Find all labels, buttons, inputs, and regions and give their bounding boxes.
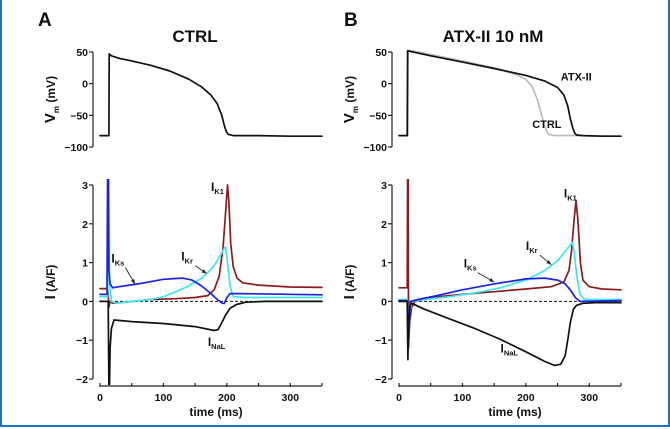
y-tick-label: 3 bbox=[82, 180, 88, 192]
x-tick-label: 100 bbox=[155, 392, 173, 404]
y-tick-label: −100 bbox=[64, 142, 88, 154]
annotation-ik1: IK1 bbox=[564, 186, 577, 202]
x-tick-label: 200 bbox=[517, 392, 535, 404]
y-tick-label: −1 bbox=[375, 335, 387, 347]
y-tick-label: 0 bbox=[381, 79, 387, 91]
voltage-plot-ctrl: 50 0 −50 −100 Vm (mV) bbox=[42, 47, 323, 154]
annotation-ik1: IK1 bbox=[211, 180, 224, 196]
trace-inal bbox=[99, 300, 323, 385]
y-axis-label: Vm (mV) bbox=[42, 76, 61, 123]
y-tick-label: 0 bbox=[82, 296, 88, 308]
trace-ik1 bbox=[398, 179, 622, 342]
x-tick-label: 0 bbox=[396, 392, 402, 404]
trace-inal bbox=[398, 300, 622, 367]
x-tick-label: 200 bbox=[218, 392, 236, 404]
y-tick-label: 50 bbox=[375, 47, 387, 59]
y-axis-label: I (A/F) bbox=[341, 265, 358, 300]
voltage-plot-atx: 50 0 −50 −100 Vm (mV) ATX-II CTRL bbox=[341, 47, 622, 154]
y-tick-label: 0 bbox=[381, 296, 387, 308]
trace-ctrl bbox=[398, 49, 622, 137]
y-tick-label: −50 bbox=[70, 110, 88, 122]
trace-ctrl bbox=[99, 53, 323, 138]
x-tick-label: 0 bbox=[97, 392, 103, 404]
y-axis-label: Vm (mV) bbox=[341, 76, 360, 123]
panel-b-letter: B bbox=[344, 10, 358, 31]
y-tick-label: −50 bbox=[369, 110, 387, 122]
y-tick-label: −100 bbox=[363, 142, 387, 154]
annotation-ikr: IKr bbox=[526, 239, 538, 255]
annotation-ikr: IKr bbox=[181, 250, 193, 266]
y-tick-label: 2 bbox=[82, 219, 88, 231]
panel-a-letter: A bbox=[38, 10, 52, 31]
current-plot-atx: 3 2 1 0 −1 −2 I (A/F) 0 100 200 300 time (ms) IKs IKr… bbox=[341, 179, 622, 419]
x-axis-label: time (ms) bbox=[488, 405, 541, 419]
annotation-inal: INaL bbox=[208, 335, 226, 351]
y-tick-label: −1 bbox=[76, 335, 88, 347]
panel-b-title: ATX-II 10 nM bbox=[443, 27, 544, 46]
y-tick-label: 1 bbox=[82, 258, 88, 270]
x-tick-label: 300 bbox=[282, 392, 300, 404]
x-tick-label: 100 bbox=[454, 392, 472, 404]
panel-a: A CTRL 50 0 −50 −100 Vm (mV) 3 2 1 0 −1 −2 I (A/F)… bbox=[38, 10, 323, 419]
annotation-arrow-head bbox=[489, 278, 495, 282]
annotation-arrow-head bbox=[546, 260, 552, 265]
y-tick-label: −2 bbox=[375, 374, 387, 386]
annotation-iks: IKs bbox=[464, 257, 477, 273]
trace-atx-ii bbox=[398, 49, 622, 138]
y-axis-label: I (A/F) bbox=[42, 265, 59, 300]
current-plot-ctrl: 3 2 1 0 −1 −2 I (A/F) 0 100 200 300 time (ms) IKs IKr… bbox=[42, 179, 323, 419]
panel-a-title: CTRL bbox=[172, 27, 217, 46]
annotation-atx-ii: ATX-II bbox=[561, 72, 592, 84]
trace-ik1 bbox=[99, 184, 323, 309]
y-tick-label: 1 bbox=[381, 258, 387, 270]
y-tick-label: 50 bbox=[76, 47, 88, 59]
annotation-arrow-head bbox=[130, 278, 135, 284]
y-tick-label: −2 bbox=[76, 374, 88, 386]
annotation-inal: INaL bbox=[500, 342, 518, 358]
annotation-iks: IKs bbox=[111, 252, 124, 268]
y-tick-label: 2 bbox=[381, 219, 387, 231]
y-tick-label: 0 bbox=[82, 79, 88, 91]
annotation-ctrl: CTRL bbox=[532, 119, 562, 131]
y-tick-label: 3 bbox=[381, 180, 387, 192]
trace-iks bbox=[99, 179, 323, 305]
x-tick-label: 300 bbox=[581, 392, 599, 404]
x-axis-label: time (ms) bbox=[189, 405, 242, 419]
annotation-arrow-head bbox=[201, 269, 207, 274]
